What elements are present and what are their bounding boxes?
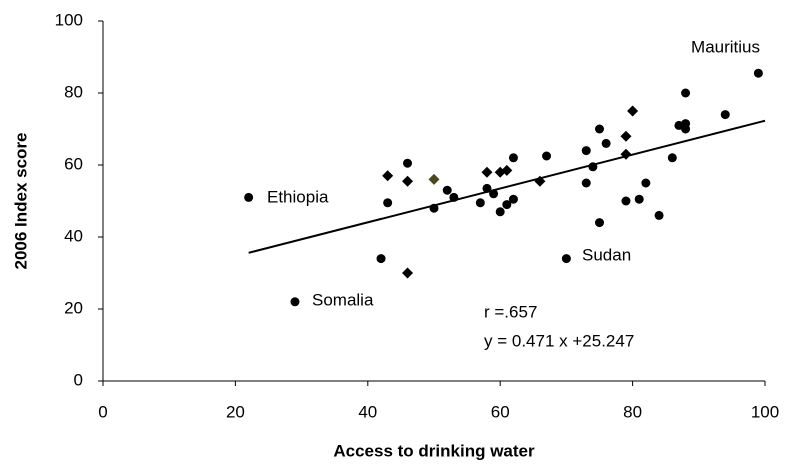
y-tick-label: 0 <box>74 370 83 389</box>
circle-point <box>508 194 518 204</box>
circle-point <box>290 297 300 307</box>
circle-point <box>667 153 677 163</box>
y-tick-label: 60 <box>64 154 83 173</box>
y-tick-label: 20 <box>64 298 83 317</box>
y-axis-label: 2006 Index score <box>11 132 30 269</box>
circle-point <box>588 162 598 172</box>
circle-point <box>508 153 518 163</box>
circle-point <box>475 198 485 208</box>
circle-point <box>601 138 611 148</box>
circle-point <box>581 178 591 188</box>
trendline <box>248 119 766 254</box>
x-tick-label: 0 <box>98 402 107 421</box>
x-tick-label: 80 <box>623 402 642 421</box>
circle-point <box>449 192 459 202</box>
circle-point <box>495 207 505 217</box>
x-tick-label: 40 <box>358 402 377 421</box>
circle-point <box>502 200 512 210</box>
y-tick-label: 100 <box>55 10 83 29</box>
diamond-point <box>428 173 440 185</box>
circle-point <box>442 185 452 195</box>
circle-point <box>641 178 651 188</box>
circle-point <box>376 254 386 264</box>
diamond-point <box>402 175 414 187</box>
circle-point <box>681 88 691 98</box>
circle-point <box>561 254 571 264</box>
circle-point <box>383 198 393 208</box>
y-tick-label: 40 <box>64 226 83 245</box>
annotation: Ethiopia <box>267 187 329 206</box>
annotation: Somalia <box>312 290 374 309</box>
diamond-point <box>501 164 513 176</box>
y-tick-label: 80 <box>64 82 83 101</box>
diamond-point <box>534 175 546 187</box>
diamond-point <box>620 148 632 160</box>
circle-point <box>634 194 644 204</box>
x-tick-label: 60 <box>491 402 510 421</box>
annotation: r =.657 <box>484 302 537 321</box>
circle-point <box>429 203 439 213</box>
circle-point <box>621 196 631 206</box>
circle-point <box>720 110 730 120</box>
annotation: y = 0.471 x +25.247 <box>484 331 634 350</box>
diamond-point <box>382 170 394 182</box>
diamond-point <box>620 130 632 142</box>
circle-point <box>595 124 604 134</box>
diamond-point <box>627 105 639 117</box>
circle-point <box>681 124 691 134</box>
circle-point <box>403 158 413 168</box>
diamond-point <box>481 166 493 178</box>
circle-point <box>595 218 604 228</box>
circle-point <box>753 68 763 78</box>
annotation: Mauritius <box>691 37 760 56</box>
annotation: Sudan <box>582 245 631 264</box>
x-axis-label: Access to drinking water <box>333 441 535 460</box>
circle-point <box>654 210 664 220</box>
diamond-point <box>402 267 414 279</box>
x-tick-label: 100 <box>751 402 779 421</box>
circle-point <box>542 151 552 161</box>
circle-point <box>489 189 499 199</box>
circle-point <box>244 192 254 202</box>
circle-point <box>581 146 591 156</box>
circle-point <box>482 183 492 193</box>
x-tick-label: 20 <box>226 402 245 421</box>
